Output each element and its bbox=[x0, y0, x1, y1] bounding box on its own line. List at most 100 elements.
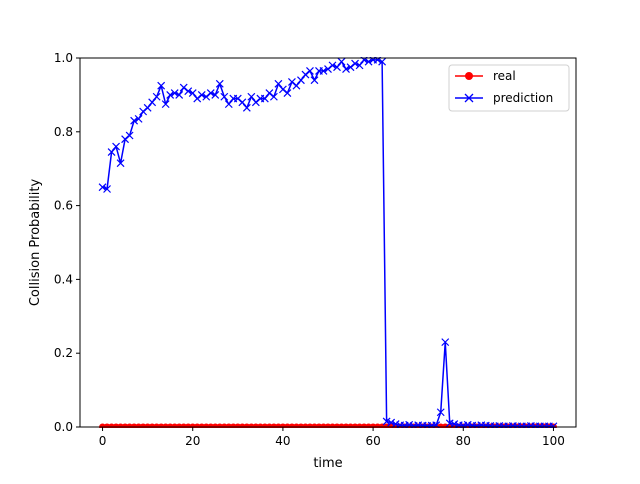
y-tick-label: 1.0 bbox=[54, 51, 73, 65]
legend-marker bbox=[465, 72, 473, 80]
legend-entry-prediction: prediction bbox=[455, 91, 553, 105]
data-point-prediction-0 bbox=[98, 183, 107, 192]
marker-x bbox=[319, 66, 328, 75]
data-point-prediction-20 bbox=[188, 89, 197, 97]
data-point-prediction-65 bbox=[391, 420, 400, 428]
data-point-prediction-1 bbox=[103, 185, 111, 193]
marker-x bbox=[242, 103, 251, 112]
marker-x bbox=[211, 90, 220, 99]
x-tick-label: 40 bbox=[275, 434, 290, 448]
marker-x bbox=[152, 92, 161, 101]
marker-x bbox=[143, 103, 152, 112]
y-tick-label: 0.2 bbox=[54, 346, 73, 360]
marker-x bbox=[247, 92, 256, 101]
data-point-prediction-54 bbox=[342, 65, 350, 73]
marker-x bbox=[450, 420, 459, 428]
marker-x bbox=[130, 116, 139, 125]
marker-x bbox=[112, 142, 120, 151]
data-point-prediction-26 bbox=[215, 79, 224, 88]
data-point-prediction-46 bbox=[306, 66, 314, 75]
data-point-prediction-3 bbox=[112, 142, 120, 151]
plot-frame bbox=[79, 57, 577, 428]
marker-x bbox=[355, 61, 364, 70]
marker-x bbox=[98, 183, 107, 192]
data-point-prediction-38 bbox=[269, 92, 278, 101]
data-point-prediction-53 bbox=[337, 57, 346, 66]
marker-x bbox=[188, 89, 197, 97]
marker-x bbox=[549, 422, 558, 428]
data-point-prediction-39 bbox=[274, 79, 283, 88]
data-point-prediction-16 bbox=[170, 89, 179, 97]
data-point-prediction-59 bbox=[364, 57, 373, 66]
data-point-prediction-33 bbox=[247, 92, 256, 101]
data-point-prediction-100 bbox=[549, 422, 558, 428]
marker-x bbox=[238, 98, 247, 107]
marker-x bbox=[148, 98, 157, 107]
data-point-prediction-10 bbox=[143, 103, 152, 112]
data-point-prediction-31 bbox=[238, 98, 247, 107]
marker-x bbox=[197, 90, 206, 99]
x-tick-label: 20 bbox=[185, 434, 200, 448]
data-point-prediction-24 bbox=[206, 89, 215, 97]
legend-label: prediction bbox=[493, 91, 553, 105]
marker-x bbox=[351, 59, 359, 68]
legend-marker bbox=[464, 93, 474, 103]
x-tick-label: 80 bbox=[456, 434, 471, 448]
y-axis-label: Collision Probability bbox=[28, 179, 43, 307]
data-point-prediction-62 bbox=[378, 57, 387, 66]
data-point-prediction-15 bbox=[166, 90, 175, 99]
data-point-prediction-75 bbox=[436, 408, 445, 417]
marker-x bbox=[387, 418, 396, 427]
data-point-prediction-47 bbox=[310, 76, 319, 85]
data-point-prediction-64 bbox=[387, 418, 396, 427]
data-point-prediction-76 bbox=[441, 338, 450, 347]
data-point-prediction-17 bbox=[175, 90, 184, 99]
data-point-prediction-12 bbox=[152, 92, 161, 101]
marker-x bbox=[170, 89, 179, 97]
data-point-prediction-11 bbox=[148, 98, 157, 107]
axes: 0 20 40 60 80 100 0.0 0.2 0.4 0.6 0.8 1.0 bbox=[54, 51, 577, 448]
marker-x bbox=[220, 92, 229, 101]
data-point-prediction-43 bbox=[292, 81, 301, 90]
marker-x bbox=[342, 65, 350, 73]
marker-x bbox=[103, 185, 111, 193]
marker-x bbox=[436, 408, 445, 417]
legend-entry-real: real bbox=[455, 69, 516, 83]
data-point-prediction-2 bbox=[107, 148, 116, 157]
data-point-prediction-25 bbox=[211, 90, 220, 99]
legend-label: real bbox=[493, 69, 516, 83]
marker-x bbox=[328, 61, 337, 70]
marker-x bbox=[184, 87, 193, 96]
data-point-prediction-22 bbox=[197, 90, 206, 99]
data-point-prediction-56 bbox=[351, 59, 359, 68]
data-point-prediction-6 bbox=[125, 131, 134, 140]
data-point-prediction-8 bbox=[134, 114, 143, 123]
x-tick-label: 0 bbox=[99, 434, 107, 448]
marker-x bbox=[337, 57, 346, 66]
data-point-prediction-78 bbox=[450, 420, 459, 428]
data-point-prediction-19 bbox=[184, 87, 193, 96]
marker-x bbox=[107, 148, 116, 157]
series-line-prediction bbox=[102, 59, 554, 428]
data-point-prediction-36 bbox=[260, 94, 269, 103]
marker-x bbox=[378, 57, 387, 66]
data-point-prediction-14 bbox=[161, 100, 170, 109]
marker-x bbox=[441, 338, 450, 347]
y-tick-label: 0.4 bbox=[54, 272, 73, 286]
data-point-prediction-4 bbox=[116, 159, 125, 168]
series-group bbox=[98, 57, 558, 428]
marker-x bbox=[161, 100, 170, 109]
marker-x bbox=[310, 76, 319, 85]
marker-x bbox=[382, 417, 391, 426]
y-tick-label: 0.0 bbox=[54, 420, 73, 434]
plot-area bbox=[98, 57, 558, 428]
marker-x bbox=[274, 79, 283, 88]
data-point-prediction-32 bbox=[242, 103, 251, 112]
marker-x bbox=[297, 76, 305, 85]
data-point-prediction-28 bbox=[224, 100, 233, 109]
x-tick-label: 60 bbox=[365, 434, 380, 448]
marker-x bbox=[306, 66, 314, 75]
marker-x bbox=[224, 100, 233, 109]
